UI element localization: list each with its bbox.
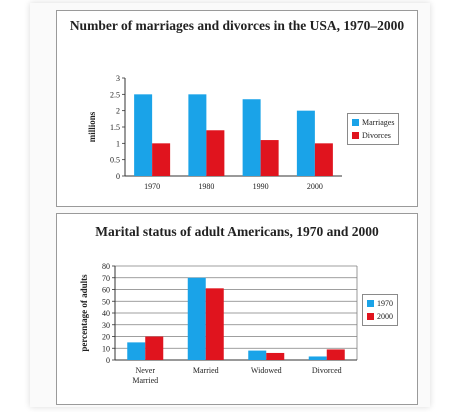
bar-marriages [188, 94, 207, 176]
bar-marriages [296, 110, 315, 176]
legend-swatch [352, 132, 359, 139]
bar-chart-marriages-divorces: 0 0.5 1 1.5 2 2.5 3 millions 1970 1980 1990 2000 [87, 74, 342, 191]
y-tick-label: 1 [116, 139, 120, 148]
bar-1970 [248, 350, 267, 360]
chart-title-text: Marital status of adult Americans, 1970 … [95, 224, 379, 239]
y-tick-label: 3 [116, 74, 120, 83]
y-axis-label: millions [87, 111, 97, 142]
legend-swatch [367, 300, 374, 307]
x-tick-label: Married [132, 376, 158, 385]
legend-item: Marriages [352, 116, 394, 129]
x-tick-label: 1990 [253, 182, 269, 191]
chart-legend: 1970 2000 [362, 294, 398, 326]
legend-label: Divorces [362, 131, 391, 140]
x-tick-label: Married [193, 366, 219, 375]
bar-marriages [134, 94, 153, 176]
x-tick-label: Never [135, 366, 155, 375]
legend-swatch [352, 119, 359, 126]
x-tick-label: 1980 [198, 182, 214, 191]
y-tick-label: 20 [102, 333, 110, 342]
bar-1970 [187, 277, 206, 360]
y-axis-label: percentage of adults [79, 274, 89, 352]
bar-divorces [206, 130, 225, 176]
bar-2000 [205, 288, 224, 360]
bar-2000 [145, 336, 164, 360]
legend-swatch [367, 313, 374, 320]
bar-divorces [314, 143, 333, 176]
y-tick-label: 30 [102, 321, 110, 330]
legend-item: Divorces [352, 129, 394, 142]
chart-title: Marital status of adult Americans, 1970 … [57, 223, 417, 240]
bar-1970 [308, 356, 327, 360]
y-tick-label: 1.5 [110, 123, 120, 132]
y-tick-label: 50 [102, 297, 110, 306]
y-tick-label: 60 [102, 286, 110, 295]
legend-label: 1970 [377, 299, 393, 308]
x-tick-label: Widowed [251, 366, 282, 375]
y-tick-label: 70 [102, 274, 110, 283]
bar-divorces [260, 140, 279, 176]
chart-panel-marital-status: Marital status of adult Americans, 1970 … [56, 213, 418, 405]
bar-2000 [326, 349, 345, 360]
chart-title: Number of marriages and divorces in the … [57, 17, 417, 34]
x-tick-label: 2000 [307, 182, 323, 191]
bar-chart-marital-status: 0 10 20 30 40 50 60 70 80 percentage of adults Nev… [79, 262, 358, 385]
bar-divorces [152, 143, 171, 176]
x-tick-label: Divorced [312, 366, 342, 375]
legend-item: 1970 [367, 297, 393, 310]
x-tick-label: 1970 [144, 182, 160, 191]
y-tick-label: 10 [102, 344, 110, 353]
y-tick-label: 0 [106, 356, 110, 365]
y-tick-label: 80 [102, 262, 110, 271]
y-tick-label: 2.5 [110, 90, 120, 99]
legend-label: Marriages [362, 118, 395, 127]
y-tick-label: 0.5 [110, 156, 120, 165]
y-tick-label: 2 [116, 107, 120, 116]
bar-marriages [242, 99, 261, 176]
bar-2000 [266, 352, 285, 360]
chart-panel-marriages-divorces: Number of marriages and divorces in the … [56, 10, 418, 207]
legend-item: 2000 [367, 310, 393, 323]
y-tick-label: 40 [102, 309, 110, 318]
legend-label: 2000 [377, 312, 393, 321]
chart-legend: Marriages Divorces [347, 113, 400, 145]
bar-1970 [127, 342, 146, 360]
y-tick-label: 0 [116, 172, 120, 181]
chart-title-text: Number of marriages and divorces in the … [69, 18, 405, 33]
